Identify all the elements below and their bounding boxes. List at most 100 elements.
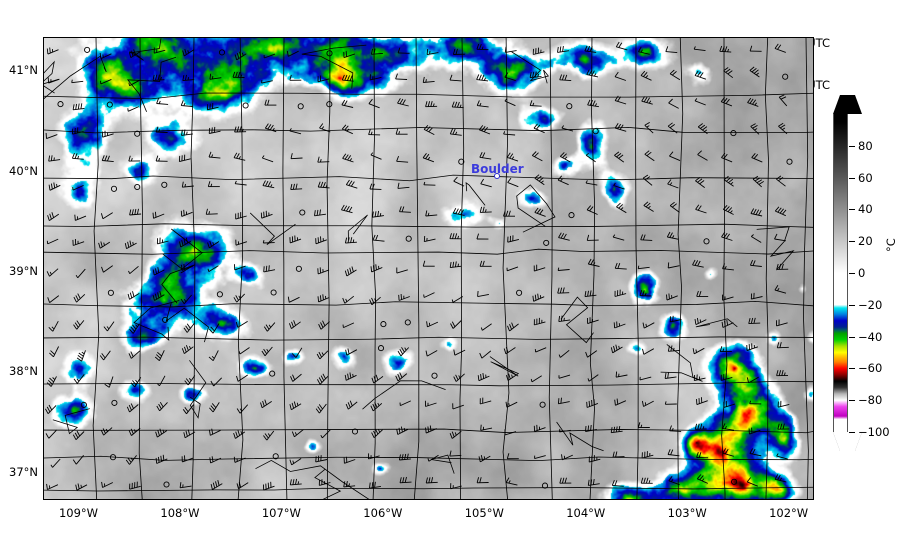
wind-barb: [48, 320, 59, 332]
wind-barb: [449, 74, 462, 82]
colorbar-tick-1: 60: [849, 171, 873, 185]
wind-barb: [234, 180, 247, 186]
wind-barb: [587, 258, 600, 267]
wind-barb: [640, 234, 653, 241]
wind-barb: [180, 209, 193, 217]
wind-barb: [315, 455, 328, 463]
wind-barb: [233, 456, 246, 463]
wind-barb: [722, 423, 735, 431]
wind-barb: [479, 206, 492, 213]
wind-barb: [669, 151, 681, 162]
wind-barb: [642, 348, 655, 355]
wind-barb: [314, 209, 326, 217]
wind-barb: [152, 267, 165, 276]
wind-barb: [450, 483, 462, 490]
wind-barb: [639, 376, 652, 381]
wind-barb: [208, 151, 221, 159]
wind-barb: [694, 423, 707, 430]
ir-brightness-temperature-field: [44, 38, 813, 499]
colorbar: [833, 95, 862, 451]
wind-barb: [50, 458, 61, 468]
wind-barb: [397, 182, 410, 189]
wind-barb: [506, 453, 519, 460]
wind-barb: [205, 208, 218, 215]
colorbar-tick-8: −80: [849, 393, 882, 407]
wind-barb: [585, 424, 597, 433]
wind-barb: [750, 292, 763, 300]
longitude-tick-3: 106°W: [363, 506, 403, 520]
wind-barb: [289, 401, 302, 411]
wind-barb: [533, 123, 545, 134]
wind-barb: [503, 210, 515, 217]
wind-barb: [73, 320, 85, 330]
wind-barb: [128, 79, 140, 87]
wind-barb: [341, 74, 354, 82]
wind-barb: [668, 476, 680, 486]
wind-barb: [586, 399, 599, 408]
wind-barb: [100, 427, 113, 436]
wind-barb: [584, 290, 597, 298]
wind-barb: [505, 373, 518, 381]
wind-barb: [46, 47, 59, 55]
wind-barb: [317, 75, 330, 83]
wind-barb: [71, 152, 84, 160]
wind-barb: [616, 202, 627, 214]
wind-barb: [370, 152, 382, 160]
wind-barb: [127, 106, 139, 112]
wind-barb: [614, 289, 627, 297]
wind-barb: [236, 404, 249, 414]
map-overlay-layer: [44, 38, 813, 499]
wind-barb: [450, 320, 462, 329]
wind-barb: [182, 48, 195, 57]
wind-barb: [396, 155, 409, 163]
wind-barb: [181, 263, 193, 271]
wind-barb: [344, 372, 357, 381]
wind-barb: [152, 211, 165, 219]
wind-barb: [723, 67, 734, 79]
wind-barb: [72, 127, 84, 135]
wind-barb: [640, 70, 652, 81]
wind-barb: [154, 350, 165, 362]
wind-barb: [289, 74, 302, 81]
wind-barb: [372, 210, 384, 218]
wind-barb: [263, 430, 275, 441]
wind-barb: [746, 343, 759, 352]
wind-barb: [611, 480, 624, 487]
wind-barb: [368, 453, 380, 460]
wind-barb: [505, 477, 518, 486]
wind-barb: [720, 373, 733, 381]
political-boundaries: [44, 38, 813, 499]
wind-barb: [504, 429, 517, 436]
wind-barb: [397, 47, 410, 54]
wind-barb: [778, 94, 788, 107]
wind-barb: [776, 369, 789, 377]
wind-barb: [557, 287, 570, 294]
wind-barb: [479, 397, 492, 405]
colorbar-tick-6: −40: [849, 330, 882, 344]
wind-barb: [72, 455, 84, 465]
wind-barb: [776, 263, 789, 270]
wind-barb: [723, 175, 734, 187]
wind-barb: [751, 153, 763, 163]
wind-barb: [319, 123, 331, 133]
wind-barb: [234, 51, 247, 61]
wind-barb: [478, 454, 491, 463]
wind-barb: [558, 374, 571, 379]
wind-barb: [505, 401, 518, 408]
wind-barb: [422, 260, 435, 267]
wind-barb: [371, 428, 383, 439]
wind-barb: [370, 48, 383, 55]
wind-barb: [127, 291, 140, 300]
wind-barb: [233, 293, 246, 303]
wind-barb: [746, 477, 758, 487]
wind-barb: [425, 100, 438, 108]
wind-barb: [423, 124, 435, 136]
wind-barb: [98, 241, 111, 249]
wind-barb: [99, 52, 112, 60]
wind-barb: [749, 66, 760, 78]
wind-barb: [425, 425, 437, 434]
longitude-tick-7: 102°W: [769, 506, 809, 520]
wind-barbs-layer: [45, 41, 793, 491]
wind-barb: [533, 317, 546, 326]
wind-barb: [209, 73, 222, 80]
